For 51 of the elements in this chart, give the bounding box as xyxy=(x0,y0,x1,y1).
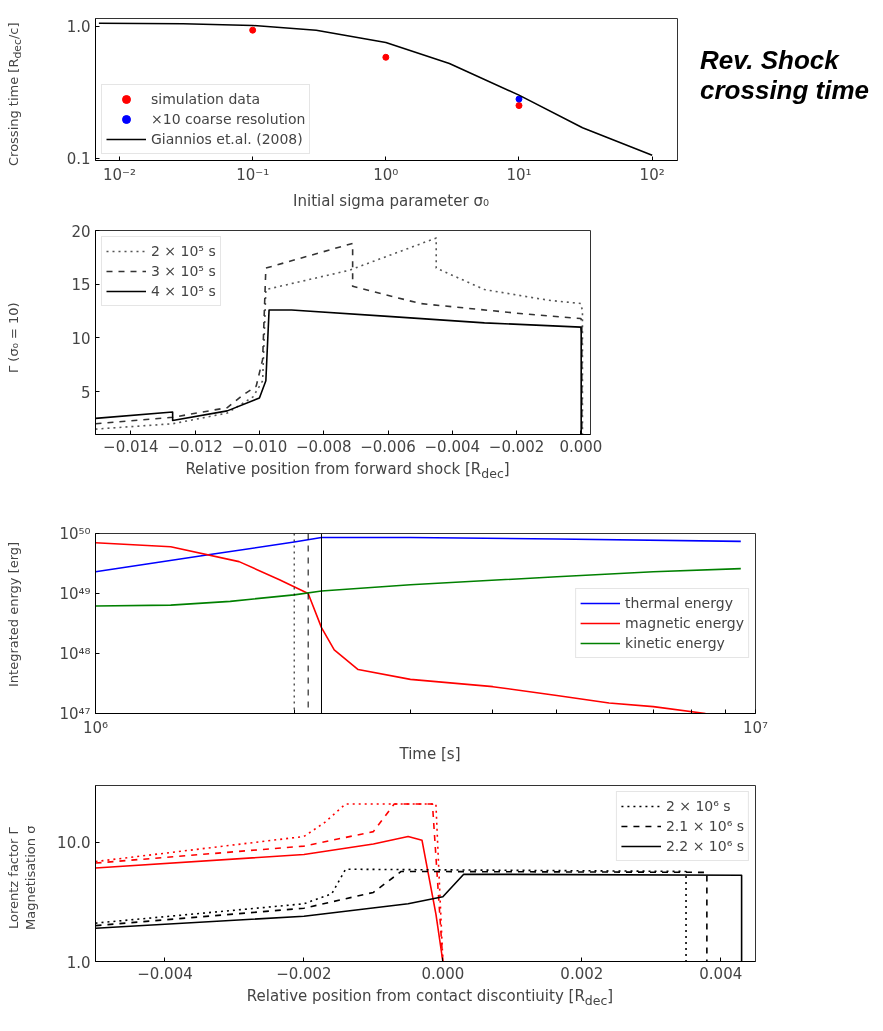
legend-label: 3 × 10⁵ s xyxy=(151,263,216,279)
x-tick-label: 10² xyxy=(639,165,665,184)
x-axis-title: Initial sigma parameter σ₀ xyxy=(292,191,490,212)
y-tick-label: 15 xyxy=(71,276,91,295)
x-tick-label: −0.010 xyxy=(231,437,288,456)
y-tick-label: 20 xyxy=(71,222,91,241)
y-tick-label: 10⁴⁹ xyxy=(59,584,91,603)
x-tick-label: −0.006 xyxy=(360,437,416,456)
y-tick-label: 5 xyxy=(80,383,91,402)
y-axis-title: Integrated enrgy [erg] xyxy=(5,540,22,690)
x-tick-label: −0.014 xyxy=(103,437,159,456)
y-tick-label: 1.0 xyxy=(66,953,91,972)
legend-label: 2 × 10⁶ s xyxy=(665,798,731,814)
y-tick-label: 10⁵⁰ xyxy=(59,524,91,543)
x-tick-label: −0.004 xyxy=(424,437,481,456)
x-tick-label: 10⁰ xyxy=(373,165,399,184)
x-axis-title: Relative position from forward shock [R$_{dec}$] xyxy=(184,459,511,483)
y-tick-label: 1.0 xyxy=(66,18,91,37)
legend-label: Giannios et.al. (2008) xyxy=(151,131,303,147)
legend-label: 4 × 10⁵ s xyxy=(151,283,216,299)
x-tick-label: 0.000 xyxy=(559,437,603,456)
x-tick-label: −0.008 xyxy=(295,437,352,456)
y-tick-label: 10 xyxy=(71,329,91,348)
y-axis-title: Γ (σ₀ = 10) xyxy=(5,301,22,376)
x-tick-label: 0.000 xyxy=(421,964,465,983)
y-tick-label: 10.0 xyxy=(57,834,91,853)
x-tick-label: −0.002 xyxy=(488,437,545,456)
x-tick-label: −0.002 xyxy=(276,964,332,983)
x-tick-label: 10¹ xyxy=(506,165,532,184)
legend-label: 2 × 10⁵ s xyxy=(151,243,216,259)
x-axis-title: Relative position from contact discontiuity [R$_{dec}$] xyxy=(245,986,615,1010)
x-tick-label: 10⁻² xyxy=(103,165,137,184)
legend-label: 2.2 × 10⁶ s xyxy=(665,838,744,854)
legend-label: 2.1 × 10⁶ s xyxy=(665,818,744,834)
legend-label: magnetic energy xyxy=(625,615,744,631)
x-axis-title: Time [s] xyxy=(398,744,462,765)
x-tick-label: −0.004 xyxy=(137,964,193,983)
x-tick-label: 10⁶ xyxy=(82,718,109,737)
legend-label: kinetic energy xyxy=(625,635,725,651)
x-tick-label: 10⁷ xyxy=(742,718,769,737)
y-tick-label: 0.1 xyxy=(66,150,91,169)
y-tick-label: 10⁴⁸ xyxy=(59,644,91,663)
y-axis-title: Lorentz factor Γ Magnetisation σ xyxy=(5,824,39,933)
x-tick-label: −0.012 xyxy=(167,437,223,456)
legend-label: thermal energy xyxy=(625,595,733,611)
x-tick-label: 10⁻¹ xyxy=(236,165,270,184)
legend-label: simulation data xyxy=(151,91,260,107)
text: Rev. Shock crossing time xyxy=(700,45,870,105)
legend-label: ×10 coarse resolution xyxy=(151,111,306,127)
x-tick-label: 0.004 xyxy=(699,964,743,983)
x-tick-label: 0.002 xyxy=(560,964,604,983)
